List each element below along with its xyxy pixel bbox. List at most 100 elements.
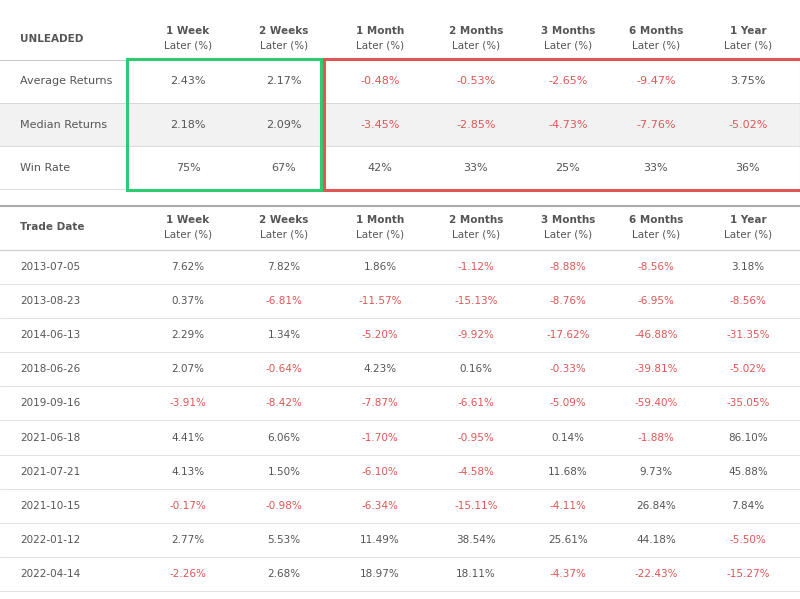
Text: 2.29%: 2.29% — [171, 330, 205, 340]
Text: -11.57%: -11.57% — [358, 296, 402, 306]
Text: 2021-06-18: 2021-06-18 — [20, 432, 80, 443]
Text: -2.26%: -2.26% — [170, 569, 206, 579]
Text: -2.85%: -2.85% — [456, 120, 496, 129]
Text: Later (%): Later (%) — [356, 41, 404, 51]
Text: 6 Months: 6 Months — [629, 215, 683, 225]
Text: -15.27%: -15.27% — [726, 569, 770, 579]
Text: 38.54%: 38.54% — [456, 535, 496, 545]
Text: -0.95%: -0.95% — [458, 432, 494, 443]
Text: Later (%): Later (%) — [724, 41, 772, 51]
Text: -0.33%: -0.33% — [550, 364, 586, 374]
Text: 1 Week: 1 Week — [166, 215, 210, 225]
Text: 2021-10-15: 2021-10-15 — [20, 501, 80, 511]
Text: Later (%): Later (%) — [544, 229, 592, 240]
Text: 2.07%: 2.07% — [171, 364, 205, 374]
Text: 33%: 33% — [464, 163, 488, 173]
Text: 25%: 25% — [556, 163, 580, 173]
Text: -39.81%: -39.81% — [634, 364, 678, 374]
Text: 3 Months: 3 Months — [541, 215, 595, 225]
Text: -9.92%: -9.92% — [458, 330, 494, 340]
Text: 2 Weeks: 2 Weeks — [259, 215, 309, 225]
Text: 3.75%: 3.75% — [730, 77, 766, 86]
Text: 2.77%: 2.77% — [171, 535, 205, 545]
Text: -17.62%: -17.62% — [546, 330, 590, 340]
Text: -6.61%: -6.61% — [458, 398, 494, 409]
Text: 18.97%: 18.97% — [360, 569, 400, 579]
Text: 3 Months: 3 Months — [541, 26, 595, 36]
Text: -4.11%: -4.11% — [550, 501, 586, 511]
Text: -6.81%: -6.81% — [266, 296, 302, 306]
FancyBboxPatch shape — [0, 146, 800, 189]
Text: Later (%): Later (%) — [356, 229, 404, 240]
Text: 11.68%: 11.68% — [548, 467, 588, 477]
Text: 6.06%: 6.06% — [267, 432, 301, 443]
Text: Later (%): Later (%) — [164, 229, 212, 240]
Text: -2.65%: -2.65% — [548, 77, 588, 86]
FancyBboxPatch shape — [0, 103, 800, 146]
Text: -7.76%: -7.76% — [636, 120, 676, 129]
Text: -4.58%: -4.58% — [458, 467, 494, 477]
Text: -15.11%: -15.11% — [454, 501, 498, 511]
Text: 45.88%: 45.88% — [728, 467, 768, 477]
Text: Later (%): Later (%) — [632, 229, 680, 240]
Text: 86.10%: 86.10% — [728, 432, 768, 443]
Text: 1.50%: 1.50% — [267, 467, 301, 477]
Text: 42%: 42% — [367, 163, 393, 173]
Text: 3.18%: 3.18% — [731, 262, 765, 272]
Text: 1 Month: 1 Month — [356, 215, 404, 225]
Text: 7.82%: 7.82% — [267, 262, 301, 272]
Text: 7.62%: 7.62% — [171, 262, 205, 272]
Text: 2.17%: 2.17% — [266, 77, 302, 86]
Text: 1 Year: 1 Year — [730, 26, 766, 36]
FancyBboxPatch shape — [0, 60, 800, 103]
Text: 2018-06-26: 2018-06-26 — [20, 364, 80, 374]
Text: 67%: 67% — [272, 163, 296, 173]
Text: 1.86%: 1.86% — [363, 262, 397, 272]
Text: Later (%): Later (%) — [724, 229, 772, 240]
Text: 2.09%: 2.09% — [266, 120, 302, 129]
Text: 11.49%: 11.49% — [360, 535, 400, 545]
Text: 2014-06-13: 2014-06-13 — [20, 330, 80, 340]
Text: 5.53%: 5.53% — [267, 535, 301, 545]
Text: -9.47%: -9.47% — [636, 77, 676, 86]
Text: Later (%): Later (%) — [544, 41, 592, 51]
Text: -31.35%: -31.35% — [726, 330, 770, 340]
Text: 18.11%: 18.11% — [456, 569, 496, 579]
Text: Win Rate: Win Rate — [20, 163, 70, 173]
Text: Trade Date: Trade Date — [20, 222, 85, 232]
Text: Later (%): Later (%) — [260, 229, 308, 240]
Text: 2 Weeks: 2 Weeks — [259, 26, 309, 36]
Text: -46.88%: -46.88% — [634, 330, 678, 340]
Text: -1.12%: -1.12% — [458, 262, 494, 272]
Text: -8.88%: -8.88% — [550, 262, 586, 272]
Text: 4.23%: 4.23% — [363, 364, 397, 374]
Text: 44.18%: 44.18% — [636, 535, 676, 545]
Text: 4.41%: 4.41% — [171, 432, 205, 443]
Text: 9.73%: 9.73% — [639, 467, 673, 477]
Text: 33%: 33% — [644, 163, 668, 173]
Text: 7.84%: 7.84% — [731, 501, 765, 511]
Text: Later (%): Later (%) — [164, 41, 212, 51]
Text: -6.95%: -6.95% — [638, 296, 674, 306]
Text: UNLEADED: UNLEADED — [20, 34, 83, 44]
Text: 2022-01-12: 2022-01-12 — [20, 535, 80, 545]
Text: Average Returns: Average Returns — [20, 77, 112, 86]
Text: -5.50%: -5.50% — [730, 535, 766, 545]
Text: -8.42%: -8.42% — [266, 398, 302, 409]
Text: 0.16%: 0.16% — [459, 364, 493, 374]
Text: 1 Year: 1 Year — [730, 215, 766, 225]
Text: -0.64%: -0.64% — [266, 364, 302, 374]
Text: -22.43%: -22.43% — [634, 569, 678, 579]
Text: -5.09%: -5.09% — [550, 398, 586, 409]
Text: Later (%): Later (%) — [632, 41, 680, 51]
Text: 26.84%: 26.84% — [636, 501, 676, 511]
Text: 1 Month: 1 Month — [356, 26, 404, 36]
Text: -5.20%: -5.20% — [362, 330, 398, 340]
Text: -8.76%: -8.76% — [550, 296, 586, 306]
Text: -8.56%: -8.56% — [638, 262, 674, 272]
Text: Later (%): Later (%) — [452, 229, 500, 240]
Text: Later (%): Later (%) — [452, 41, 500, 51]
Text: 2013-07-05: 2013-07-05 — [20, 262, 80, 272]
Text: -0.53%: -0.53% — [456, 77, 496, 86]
Text: -15.13%: -15.13% — [454, 296, 498, 306]
